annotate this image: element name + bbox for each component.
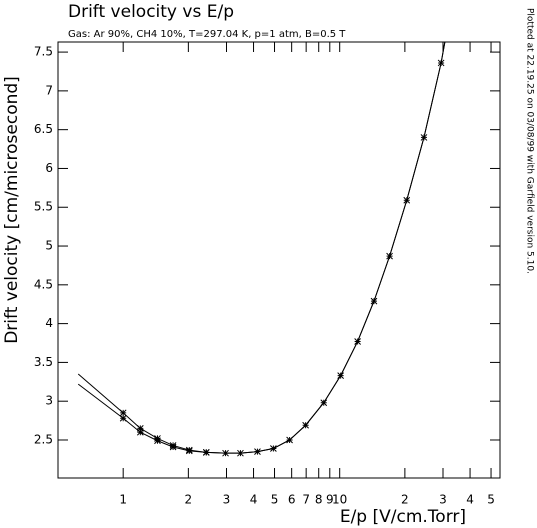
data-point [254, 448, 261, 455]
data-point [320, 399, 328, 407]
x-tick-label: 9 [326, 493, 334, 507]
y-tick-label: 4.5 [34, 277, 53, 291]
y-tick-label: 6 [45, 161, 53, 175]
x-tick-label: 2 [185, 493, 193, 507]
chart-subtitle: Gas: Ar 90%, CH4 10%, T=297.04 K, p=1 at… [68, 29, 346, 40]
data-point [286, 436, 293, 444]
chart-title: Drift velocity vs E/p [68, 2, 234, 22]
x-tick-label: 4 [250, 493, 258, 507]
data-point [185, 447, 193, 455]
data-point [302, 421, 309, 429]
y-tick-label: 4 [45, 316, 53, 330]
data-point [237, 449, 244, 457]
x-tick-label: 5 [271, 493, 279, 507]
data-point [437, 59, 445, 67]
data-point [270, 445, 277, 452]
y-tick-label: 5 [45, 239, 53, 253]
x-tick-label: 4 [466, 493, 474, 507]
data-point [354, 338, 361, 345]
data-point [154, 437, 161, 445]
data-point [222, 449, 229, 457]
y-tick-label: 7 [45, 83, 53, 97]
x-tick-label: 2 [401, 493, 409, 507]
curve [77, 41, 446, 454]
x-axis-label: E/p [V/cm.Torr] [340, 507, 466, 527]
x-tick-label: 3 [223, 493, 231, 507]
x-tick-label: 10 [332, 493, 347, 507]
y-tick-label: 3 [45, 394, 53, 408]
y-tick-label: 2.5 [34, 432, 53, 446]
data-point [337, 372, 344, 379]
y-tick-label: 3.5 [34, 355, 53, 369]
x-tick-label: 3 [439, 493, 447, 507]
y-tick-label: 7.5 [34, 45, 53, 59]
x-tick-label: 8 [315, 493, 323, 507]
data-point [386, 252, 393, 260]
data-point [420, 134, 428, 141]
y-tick-label: 5.5 [34, 200, 53, 214]
data-point [119, 409, 127, 417]
x-tick-label: 1 [119, 493, 127, 507]
data-point [370, 297, 378, 305]
y-tick-label: 6.5 [34, 122, 53, 136]
data-point [136, 428, 144, 436]
plot-frame [57, 41, 501, 479]
x-tick-label: 5 [487, 493, 495, 507]
data-point [119, 414, 127, 422]
data-point [202, 449, 210, 456]
plot-annotation: Plotted at 22.19.25 on 03/08/99 with Gar… [525, 8, 535, 274]
x-tick-label: 6 [288, 493, 296, 507]
x-tick-label: 7 [302, 493, 310, 507]
data-point [169, 443, 177, 451]
data-point [136, 424, 144, 432]
y-axis-label: Drift velocity [cm/microsecond] [2, 76, 22, 344]
data-point [403, 196, 411, 204]
